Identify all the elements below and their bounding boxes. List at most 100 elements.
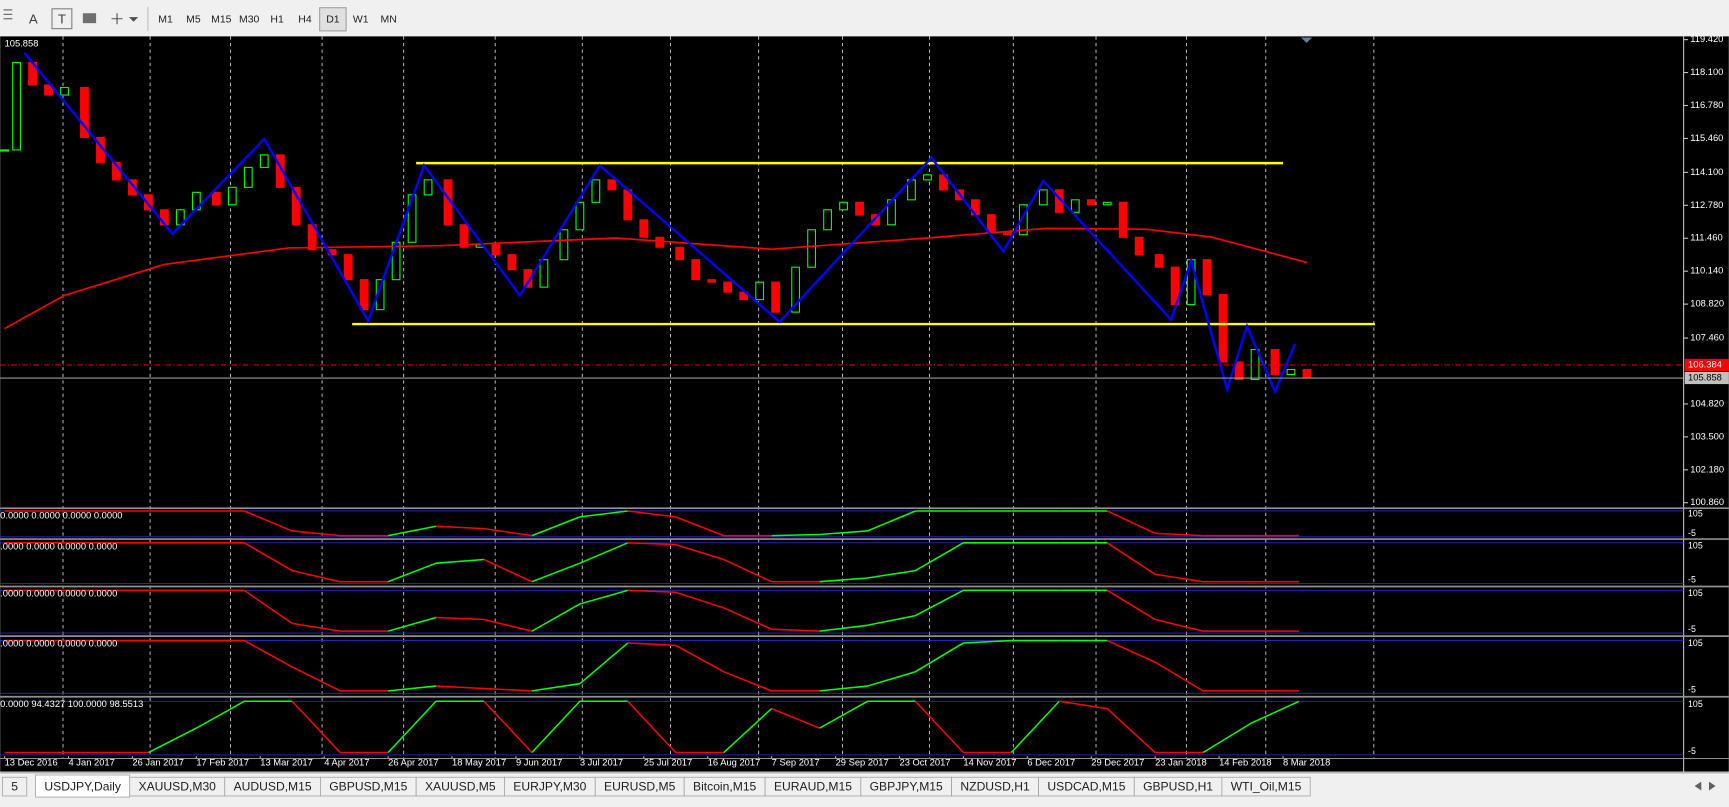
candle	[423, 179, 433, 196]
candle	[407, 194, 417, 243]
candle	[359, 279, 369, 311]
tab-label[interactable]: XAUUSD,M5	[425, 779, 496, 793]
indicator-segment	[1106, 589, 1156, 621]
y-tick-label: 104.820	[1690, 398, 1724, 408]
y-tick-label: 107.460	[1690, 333, 1724, 343]
tool-button[interactable]	[51, 8, 73, 30]
indicator-segment	[1250, 700, 1300, 724]
tab[interactable]	[1221, 776, 1311, 797]
indicator-segment	[1106, 639, 1156, 663]
crosshair-icon[interactable]	[111, 13, 139, 25]
candle	[855, 201, 864, 216]
tab-label[interactable]: 5	[11, 779, 18, 793]
bar-icon[interactable]	[82, 13, 97, 24]
indicator-segment	[291, 700, 341, 754]
candle	[986, 214, 996, 233]
timeframe-button[interactable]: MN	[381, 15, 397, 26]
indicator-segment	[723, 607, 772, 630]
tab-label[interactable]: AUDUSD,M15	[234, 779, 312, 793]
candle	[839, 201, 848, 211]
candle	[12, 62, 21, 151]
indicator-segment	[148, 727, 197, 754]
candle	[1154, 254, 1164, 268]
x-tick-label: 6 Dec 2017	[1027, 757, 1075, 767]
x-tick-label: 17 Feb 2017	[196, 757, 249, 767]
tab-label[interactable]: GBPUSD,M15	[329, 779, 407, 793]
indicator-segment	[627, 642, 676, 647]
candle	[1302, 368, 1312, 378]
timeframe-button[interactable]: D1	[326, 15, 340, 26]
indicator-segment	[387, 562, 437, 583]
candle	[539, 259, 549, 288]
x-tick-label: 3 Jul 2017	[580, 757, 623, 767]
tab-scroll-arrows[interactable]	[1694, 781, 1716, 791]
timeframe-button[interactable]: M30	[239, 15, 260, 26]
timeframe-button[interactable]: H4	[298, 15, 312, 26]
candle	[375, 279, 385, 311]
timeframe-button[interactable]: W1	[353, 15, 369, 26]
x-tick-label: 18 May 2017	[452, 757, 506, 767]
candle	[559, 229, 569, 261]
tab-label[interactable]: Bitcoin,M15	[693, 779, 757, 793]
indicator-segment	[579, 542, 629, 564]
tab-label[interactable]: USDCAD,M15	[1047, 779, 1125, 793]
tab-label[interactable]: USDJPY,Daily	[44, 779, 121, 793]
indicator-segment	[483, 618, 533, 632]
x-tick-label: 9 Jun 2017	[516, 757, 562, 767]
tab-label[interactable]: EURAUD,M15	[774, 779, 852, 793]
candle	[1038, 189, 1048, 206]
y-tick-label: 102.180	[1690, 464, 1724, 474]
candle	[227, 186, 237, 206]
indicator-segment	[1106, 542, 1156, 575]
tab-label[interactable]: XAUUSD,M30	[139, 779, 217, 793]
x-tick-label: 25 Jul 2017	[644, 757, 692, 767]
indicator-segment	[819, 577, 868, 583]
y-tick-label: 103.500	[1690, 431, 1724, 441]
candle	[275, 154, 285, 188]
indicator-segment	[531, 603, 581, 632]
tab-label[interactable]: NZDUSD,H1	[960, 779, 1030, 793]
tool-label: A	[29, 11, 38, 26]
tab-label[interactable]: EURJPY,M30	[513, 779, 586, 793]
timeframe-button[interactable]: M5	[186, 15, 201, 26]
tool-button[interactable]	[23, 8, 44, 29]
candle	[1002, 231, 1012, 236]
indicator-segment	[819, 530, 868, 536]
y-tick-label: -5	[1688, 746, 1696, 756]
indicator-segment	[579, 642, 629, 685]
tab-label[interactable]: GBPUSD,H1	[1143, 779, 1213, 793]
timeframe-button[interactable]: M1	[158, 15, 173, 26]
candle	[507, 254, 517, 271]
chart-area	[0, 36, 1729, 772]
indicator-segment	[915, 542, 964, 572]
timeframe-button[interactable]: H1	[270, 15, 284, 26]
tab[interactable]	[1, 776, 28, 797]
candle	[143, 194, 153, 211]
candle	[491, 244, 501, 256]
timeframe-button[interactable]: M15	[211, 15, 232, 26]
indicator-segment	[914, 700, 964, 754]
indicator-segment	[819, 624, 868, 632]
tab-label[interactable]: GBPJPY,M15	[870, 779, 943, 793]
indicator-segment	[1106, 708, 1156, 754]
indicator-segment	[531, 682, 580, 692]
candle	[1018, 204, 1028, 236]
tab-label[interactable]: WTI_Oil,M15	[1231, 779, 1302, 793]
indicator-segment	[579, 589, 629, 605]
tab-label[interactable]: EURUSD,M5	[604, 779, 676, 793]
x-tick-label: 26 Jan 2017	[132, 757, 184, 767]
x-tick-label: 23 Jan 2018	[1155, 757, 1207, 767]
price-label-box	[1684, 371, 1729, 385]
timeframe-active[interactable]	[319, 7, 347, 32]
indicator-segment	[243, 542, 293, 572]
candle	[707, 279, 717, 283]
indicator-segment	[915, 642, 964, 673]
indicator-segment	[675, 591, 724, 609]
x-tick-label: 13 Mar 2017	[260, 757, 313, 767]
candle	[691, 259, 701, 281]
indicator-label: 0.0000 0.0000 0.0000 0.0000	[0, 510, 122, 520]
candle	[1202, 259, 1212, 296]
indicator-segment	[291, 666, 341, 692]
y-tick-label: 105	[1688, 509, 1703, 519]
